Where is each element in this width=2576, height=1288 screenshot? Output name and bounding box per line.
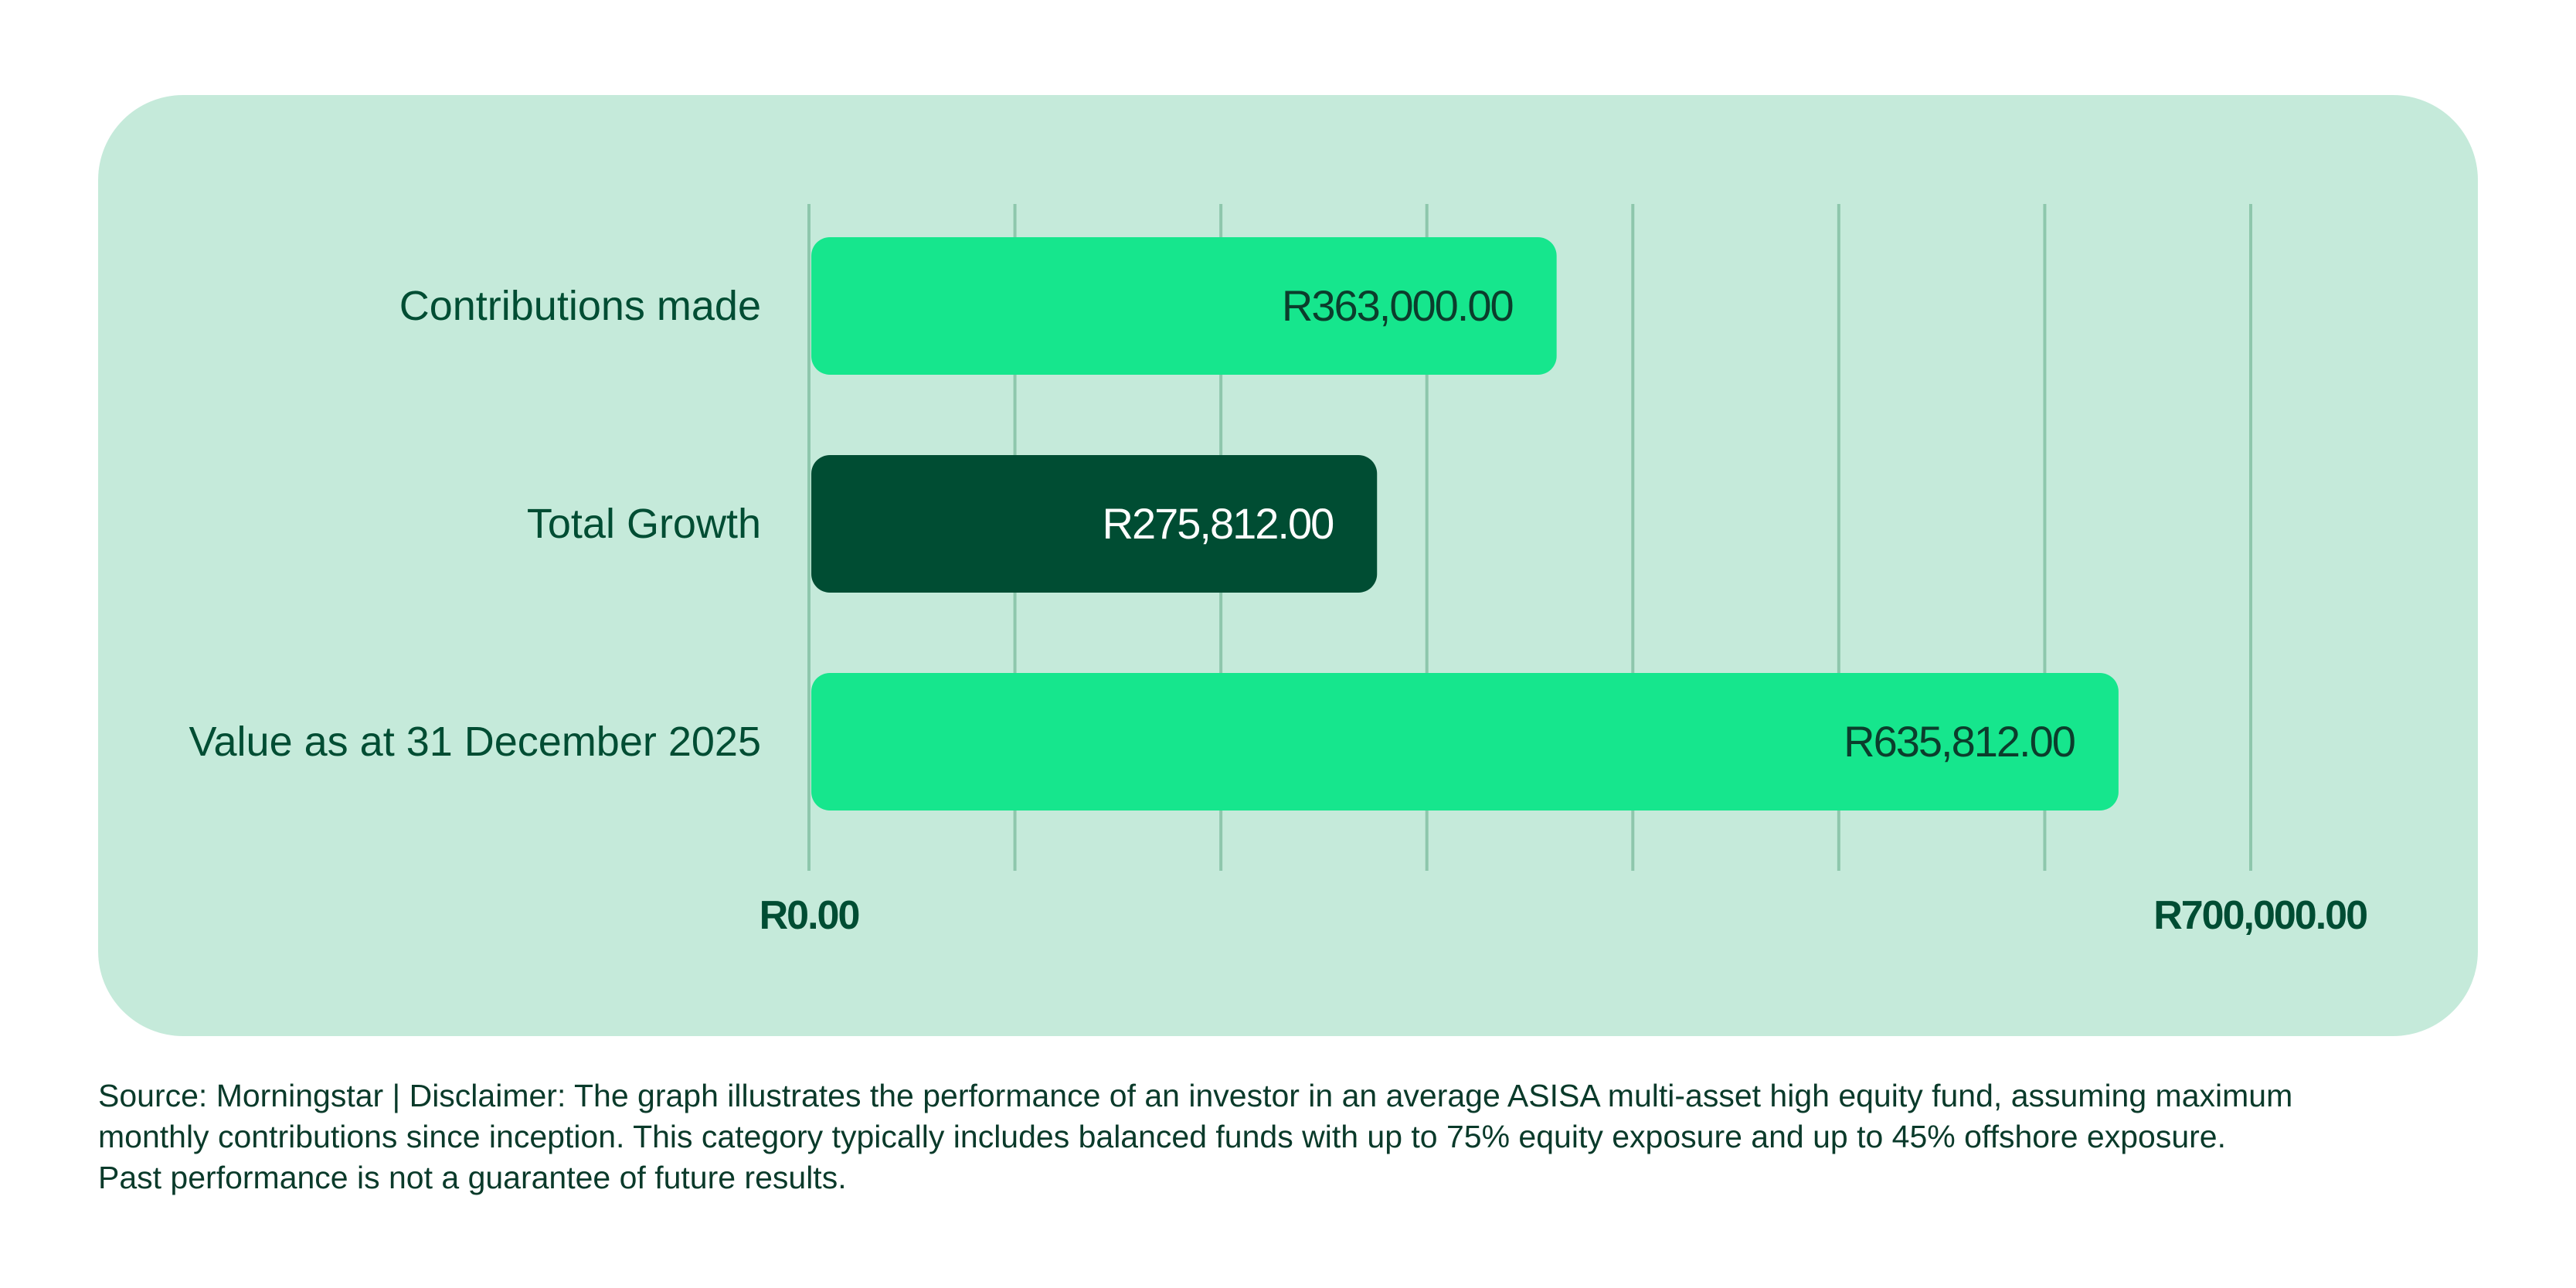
footnote-line-2: monthly contributions since inception. T… [98, 1119, 2226, 1154]
bars: R363,000.00 R275,812.00 R635,812.00 [811, 237, 2119, 811]
bar-value-label: R635,812.00 [1844, 717, 2075, 766]
category-labels: Contributions made Total Growth Value as a… [189, 283, 761, 765]
bar [811, 673, 2119, 811]
bar-value-label: R363,000.00 [1282, 281, 1513, 330]
bar [811, 455, 1378, 593]
category-label: Total Growth [527, 501, 761, 547]
bar [811, 237, 1557, 375]
category-label: Contributions made [399, 283, 761, 329]
footnote-line-3: Past performance is not a guarantee of f… [98, 1160, 847, 1195]
bar-value-label: R275,812.00 [1103, 499, 1334, 548]
x-tick-label: R700,000.00 [2153, 893, 2367, 938]
category-label: Value as at 31 December 2025 [189, 719, 761, 765]
x-tick-label: R0.00 [760, 893, 859, 938]
source-disclaimer: Source: Morningstar | Disclaimer: The gr… [98, 1076, 2501, 1198]
footnote-line-1: Source: Morningstar | Disclaimer: The gr… [98, 1078, 2293, 1113]
x-axis-tick-labels: R0.00 R700,000.00 [760, 893, 2368, 938]
